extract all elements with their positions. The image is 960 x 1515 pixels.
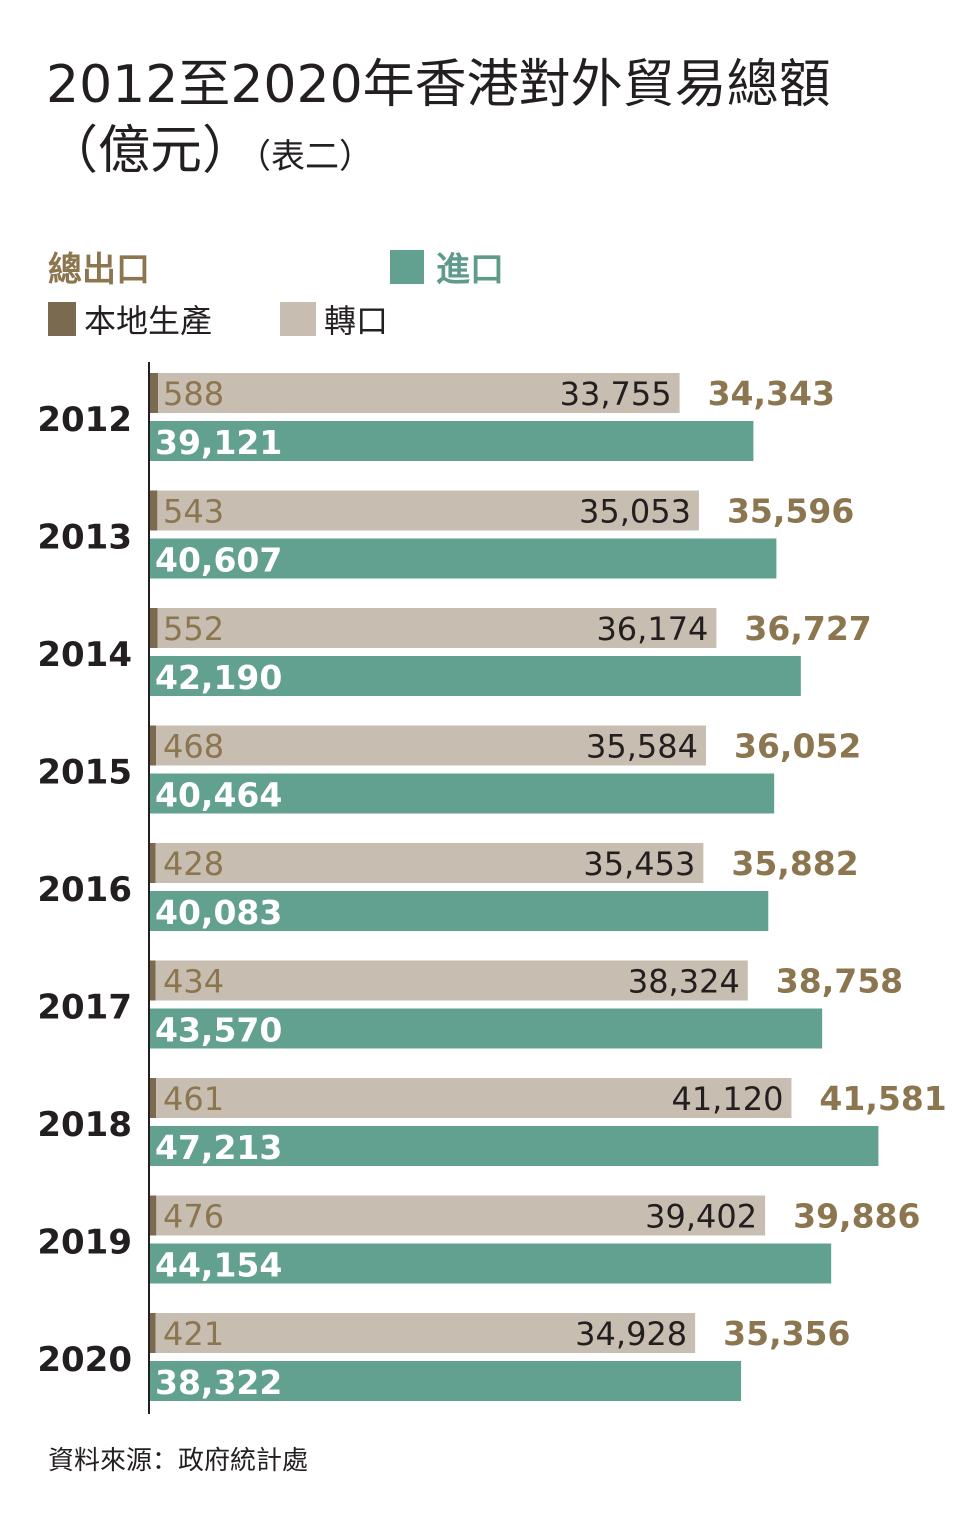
total-exports-label: 35,356	[723, 1314, 850, 1353]
re-exports-label: 39,402	[645, 1198, 757, 1236]
title-note: （表二）	[254, 137, 374, 177]
year-label: 2016	[37, 870, 132, 910]
imports-label: 40,464	[155, 776, 282, 815]
domestic-exports-label: 421	[163, 1315, 224, 1353]
imports-bar	[149, 656, 801, 696]
imports-bar	[149, 1126, 879, 1166]
domestic-exports-bar	[149, 1078, 157, 1118]
title-line-2: （億元）（表二）	[46, 118, 831, 190]
total-exports-label: 39,886	[793, 1197, 920, 1236]
legend-imports-label: 進口	[436, 250, 504, 290]
re-exports-label: 41,120	[671, 1080, 783, 1118]
total-exports-label: 36,052	[734, 727, 861, 766]
imports-label: 40,607	[155, 541, 282, 580]
year-label: 2018	[37, 1105, 132, 1145]
domestic-exports-label: 476	[163, 1198, 224, 1236]
re-exports-label: 35,453	[583, 845, 695, 883]
re-exports-bar	[156, 1195, 766, 1236]
imports-bar	[149, 1008, 823, 1049]
imports-bar	[149, 421, 754, 461]
imports-label: 38,322	[155, 1363, 282, 1402]
chart-title: 2012至2020年香港對外貿易總額 （億元）（表二）	[46, 52, 831, 190]
imports-bar	[149, 1361, 742, 1401]
imports-label: 47,213	[155, 1128, 282, 1167]
title-unit: （億元）	[46, 121, 255, 181]
total-exports-label: 34,343	[708, 374, 835, 413]
year-label: 2017	[37, 988, 132, 1028]
total-exports-label: 36,727	[744, 609, 871, 648]
total-exports-label: 35,596	[727, 492, 854, 531]
domestic-exports-bar	[149, 1195, 157, 1236]
domestic-exports-label: 434	[163, 963, 224, 1001]
year-label: 2014	[37, 635, 132, 675]
domestic-exports-label: 461	[163, 1080, 224, 1118]
domestic-exports-bar	[149, 608, 158, 648]
total-exports-label: 38,758	[776, 962, 903, 1001]
domestic-exports-bar	[149, 373, 159, 413]
domestic-exports-label: 468	[163, 728, 224, 766]
imports-label: 40,083	[155, 893, 282, 932]
total-exports-label: 35,882	[731, 844, 858, 883]
imports-bar	[149, 773, 775, 814]
imports-label: 43,570	[155, 1011, 282, 1050]
imports-bar	[149, 538, 777, 579]
imports-label: 44,154	[155, 1246, 282, 1285]
year-label: 2019	[37, 1223, 132, 1263]
year-label: 2012	[37, 400, 132, 440]
legend-domestic-exports: 本地生產	[48, 296, 212, 342]
legend-total-exports: 總出口	[48, 250, 150, 290]
legend-re-exports: 轉口	[280, 296, 388, 342]
year-label: 2020	[37, 1340, 132, 1380]
domestic-exports-bar	[149, 725, 157, 766]
imports-bar	[149, 1243, 832, 1284]
imports-label: 39,121	[155, 423, 282, 462]
re-exports-label: 38,324	[628, 963, 740, 1001]
re-exports-label: 36,174	[596, 610, 708, 648]
domestic-exports-label: 588	[163, 375, 224, 413]
re-exports-label: 35,053	[579, 493, 691, 531]
domestic-exports-label: 543	[163, 493, 224, 531]
year-label: 2013	[37, 518, 132, 558]
legend-domestic-label: 本地生產	[84, 302, 213, 340]
legend-re-exports-swatch	[280, 302, 316, 336]
imports-bar	[149, 891, 769, 931]
re-exports-bar	[155, 1313, 696, 1353]
re-exports-label: 34,928	[575, 1315, 687, 1353]
re-exports-label: 35,584	[586, 728, 698, 766]
legend-domestic-swatch	[48, 302, 76, 336]
domestic-exports-bar	[149, 490, 158, 531]
domestic-exports-label: 552	[163, 610, 224, 648]
re-exports-bar	[157, 608, 717, 648]
domestic-exports-bar	[149, 843, 156, 883]
re-exports-bar	[156, 1078, 792, 1118]
re-exports-bar	[155, 960, 748, 1001]
legend-imports-swatch	[390, 249, 424, 284]
title-line-1: 2012至2020年香港對外貿易總額	[46, 55, 831, 115]
re-exports-bar	[158, 373, 680, 413]
domestic-exports-label: 428	[163, 845, 224, 883]
legend-imports: 進口	[390, 242, 504, 291]
legend-re-exports-label: 轉口	[324, 302, 389, 340]
source-note: 資料來源：政府統計處	[48, 1446, 309, 1476]
domestic-exports-bar	[149, 1313, 156, 1353]
re-exports-bar	[155, 843, 704, 883]
imports-label: 42,190	[155, 658, 282, 697]
re-exports-bar	[157, 490, 699, 531]
year-label: 2015	[37, 753, 132, 793]
re-exports-label: 33,755	[560, 375, 672, 413]
re-exports-bar	[156, 725, 707, 766]
domestic-exports-bar	[149, 960, 156, 1001]
total-exports-label: 41,581	[819, 1079, 946, 1118]
